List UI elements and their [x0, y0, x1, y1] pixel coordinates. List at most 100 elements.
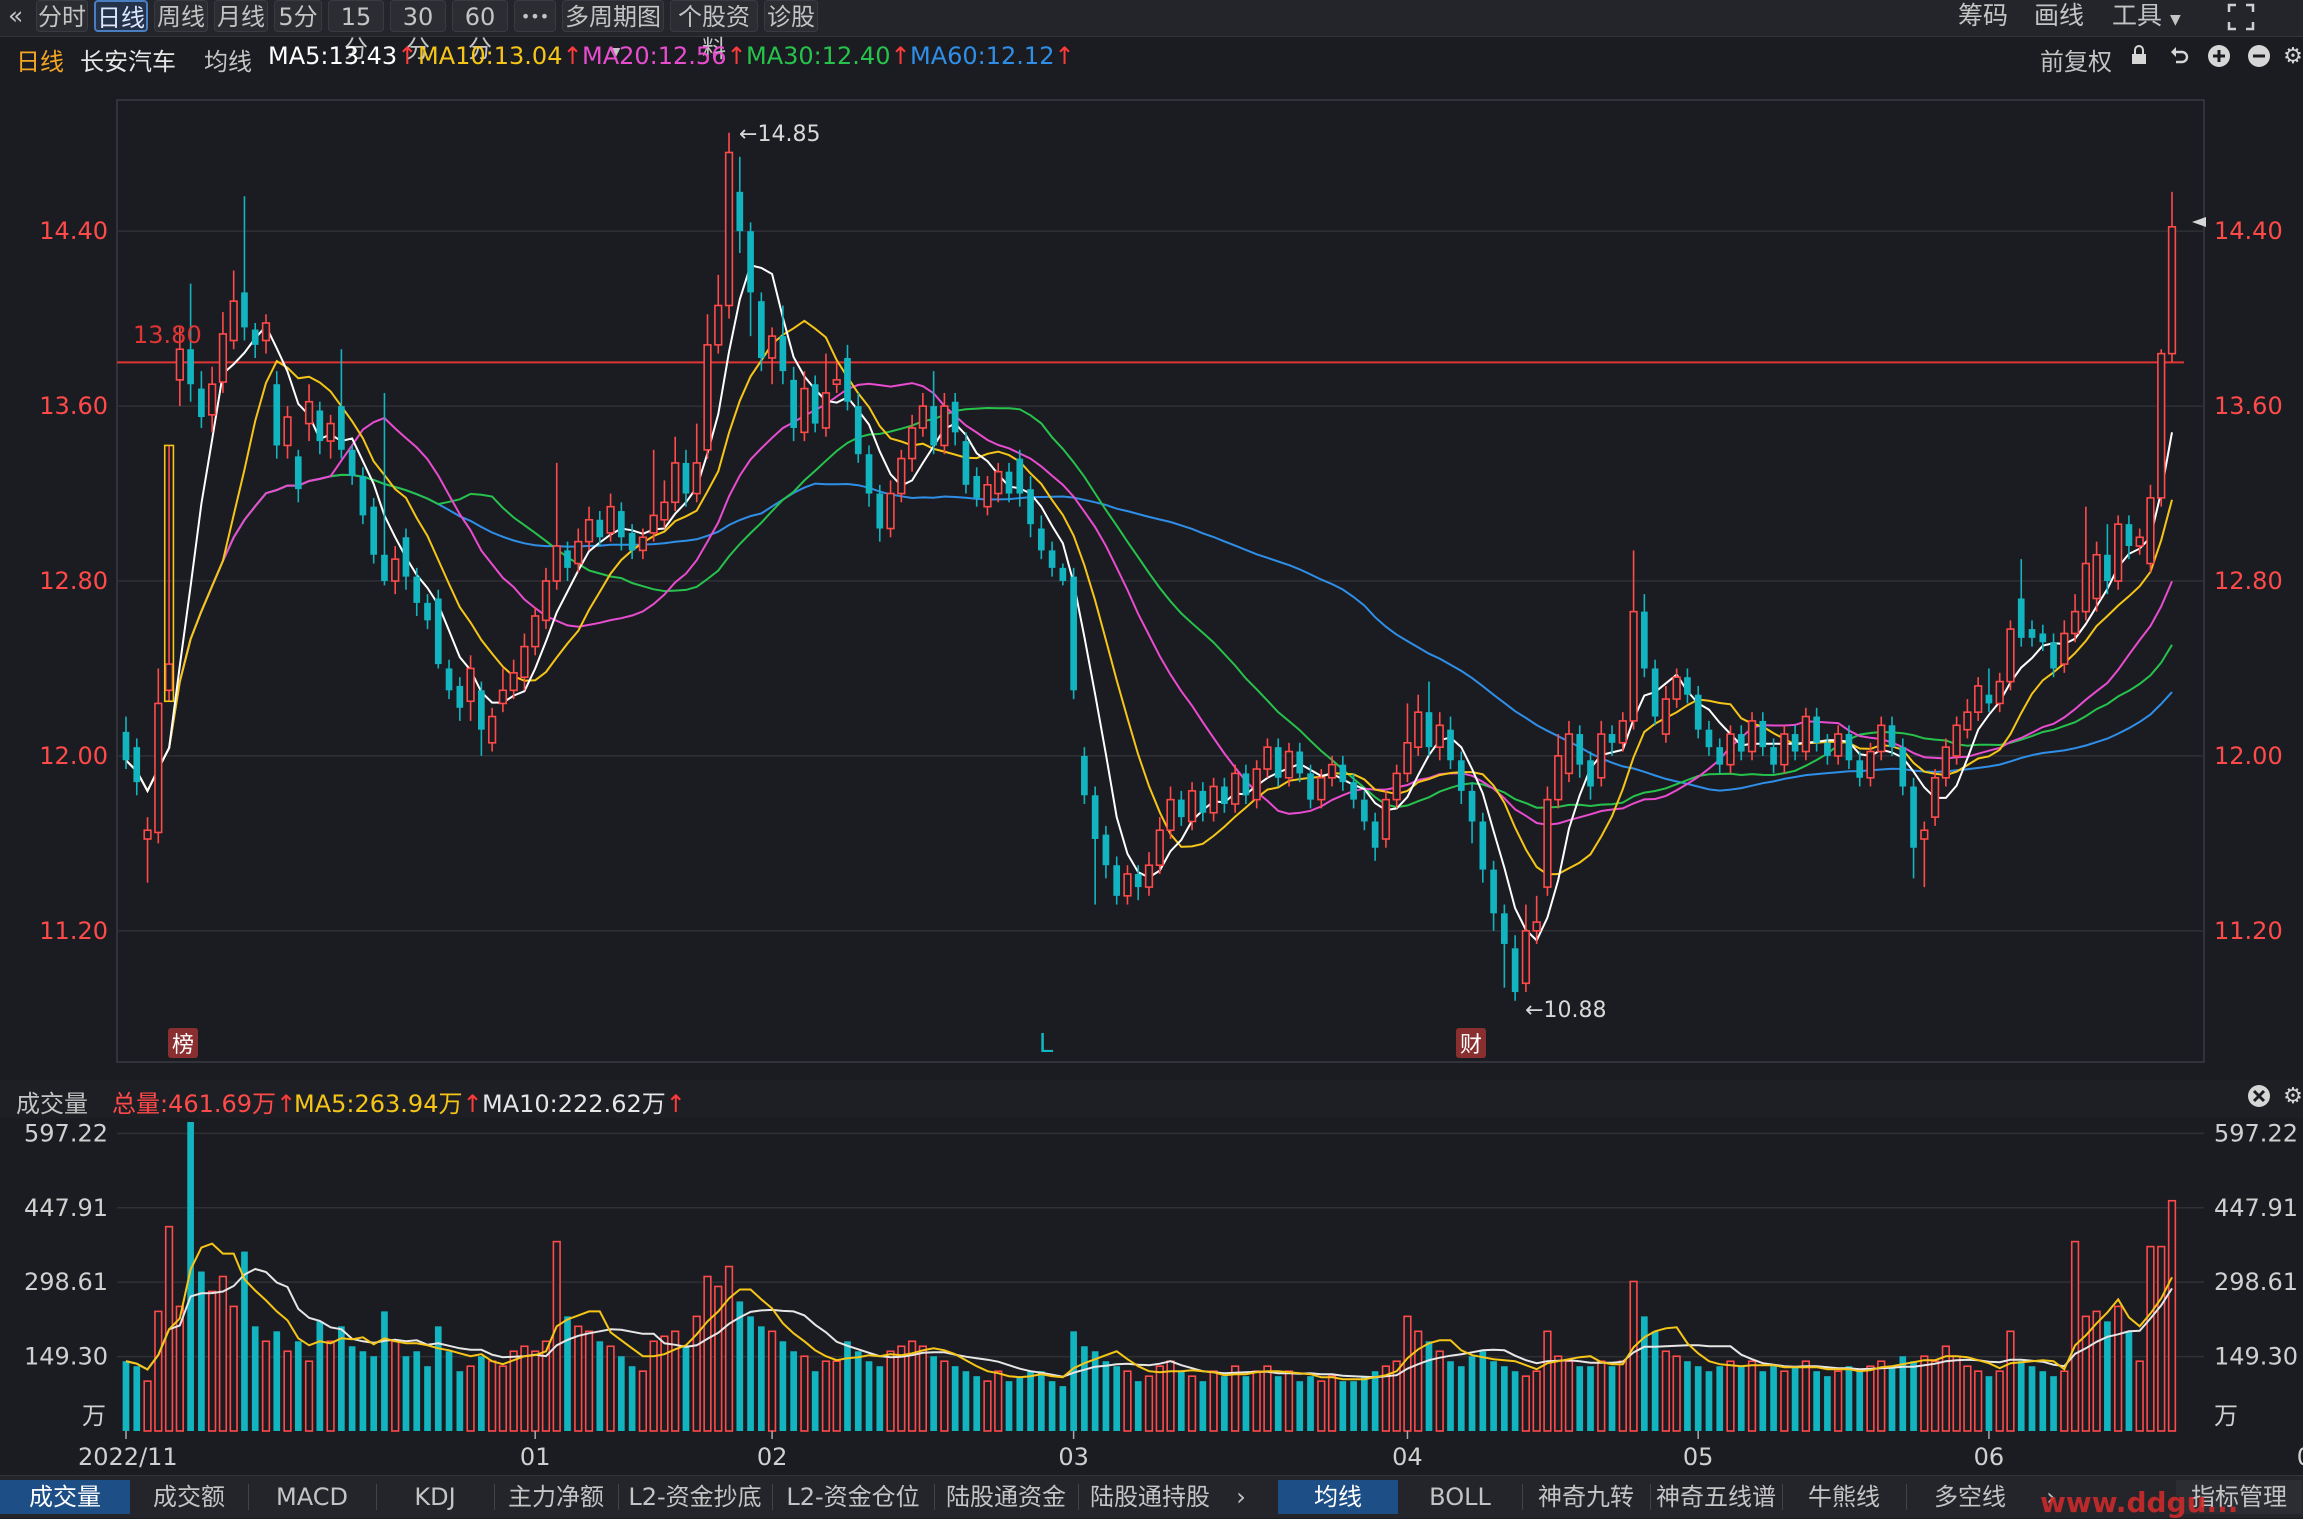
candle[interactable] — [844, 344, 851, 411]
candle[interactable] — [1447, 716, 1454, 770]
candle[interactable] — [1845, 725, 1853, 770]
candle[interactable] — [283, 406, 292, 459]
candle[interactable] — [2006, 620, 2015, 691]
candle[interactable] — [1479, 812, 1487, 883]
candle[interactable] — [1317, 769, 1326, 809]
candle[interactable] — [456, 677, 464, 721]
tab-monthly[interactable]: 月线 — [214, 0, 268, 32]
candle[interactable] — [983, 476, 992, 516]
candle[interactable] — [1361, 790, 1368, 831]
candle[interactable] — [1995, 672, 2004, 713]
candle[interactable] — [1543, 786, 1552, 896]
candle[interactable] — [1037, 515, 1045, 560]
gear-icon[interactable]: ⚙ — [2283, 44, 2303, 69]
candle[interactable] — [930, 371, 937, 455]
candle[interactable] — [1070, 567, 1077, 700]
candle[interactable] — [1144, 852, 1154, 896]
tab-weekly[interactable]: 周线 — [154, 0, 208, 32]
back-icon[interactable]: « — [8, 1, 24, 30]
candle[interactable] — [1123, 865, 1132, 905]
candle[interactable] — [951, 392, 959, 446]
candle[interactable] — [832, 362, 841, 393]
stock-name[interactable]: 长安汽车 — [80, 48, 176, 76]
candle[interactable] — [574, 528, 583, 573]
candle[interactable] — [1501, 904, 1508, 988]
zoom-in-icon[interactable] — [2206, 44, 2232, 70]
candle[interactable] — [907, 414, 917, 472]
candle[interactable] — [478, 681, 485, 756]
volume-title[interactable]: 成交量 — [16, 1090, 88, 1118]
candle[interactable] — [326, 414, 335, 459]
close-icon[interactable] — [2246, 1084, 2272, 1110]
event-marker-l[interactable]: L — [1039, 1029, 1054, 1059]
candle[interactable] — [2060, 620, 2069, 673]
candle[interactable] — [1252, 760, 1261, 809]
candle[interactable] — [962, 432, 970, 494]
candle[interactable] — [1801, 707, 1811, 761]
candle[interactable] — [1824, 734, 1831, 765]
candle[interactable] — [1629, 550, 1638, 730]
tab-hk-connect-holdings[interactable]: 陆股通持股 — [1090, 1483, 1210, 1511]
candle[interactable] — [1899, 738, 1907, 796]
candle[interactable] — [164, 445, 174, 702]
candle[interactable] — [682, 449, 690, 507]
candle[interactable] — [2125, 515, 2133, 560]
candle[interactable] — [424, 594, 431, 630]
candle[interactable] — [1952, 716, 1961, 765]
candle[interactable] — [1930, 769, 1940, 826]
candle[interactable] — [466, 655, 475, 721]
tab-60min[interactable]: 60分 — [452, 0, 508, 63]
candle[interactable] — [1985, 668, 1993, 713]
undo-icon[interactable] — [2166, 44, 2192, 70]
candle[interactable] — [2028, 620, 2036, 647]
candle[interactable] — [2135, 528, 2144, 555]
stock-info-button[interactable]: 个股资料 — [670, 0, 758, 63]
candle[interactable] — [218, 312, 228, 393]
lock-icon[interactable] — [2126, 44, 2152, 70]
candle[interactable] — [552, 462, 561, 590]
tab-magic-five-lines[interactable]: 神奇五线谱 — [1656, 1483, 1776, 1511]
tab-boll[interactable]: BOLL — [1429, 1483, 1491, 1511]
candle[interactable] — [1684, 668, 1691, 704]
candle[interactable] — [821, 353, 831, 437]
candle[interactable] — [1263, 738, 1272, 778]
candle[interactable] — [2104, 524, 2111, 595]
candle[interactable] — [316, 401, 324, 455]
candle[interactable] — [1027, 476, 1034, 538]
candle[interactable] — [1468, 782, 1476, 844]
fullscreen-icon[interactable] — [2226, 0, 2256, 32]
zoom-out-icon[interactable] — [2246, 44, 2272, 70]
candle[interactable] — [273, 371, 281, 459]
candle[interactable] — [1521, 904, 1531, 993]
candlestick-chart[interactable]: 11.20 11.20 12.00 12.00 12.80 12.80 13.60 13.60… — [0, 78, 2303, 1078]
candle[interactable] — [1661, 685, 1671, 743]
candle[interactable] — [897, 449, 906, 503]
candle[interactable] — [1209, 777, 1218, 822]
candle[interactable] — [229, 270, 238, 350]
candle[interactable] — [1199, 782, 1207, 822]
candle[interactable] — [1048, 541, 1056, 577]
candle[interactable] — [1554, 734, 1563, 809]
candle[interactable] — [724, 132, 734, 319]
candle[interactable] — [261, 314, 271, 354]
tab-l2-position[interactable]: L2-资金仓位 — [786, 1483, 920, 1511]
candle[interactable] — [757, 292, 765, 372]
candle[interactable] — [1941, 738, 1951, 787]
candle[interactable] — [1834, 725, 1843, 765]
candle[interactable] — [1155, 817, 1164, 874]
candle[interactable] — [251, 323, 259, 358]
tab-volume[interactable]: 成交量 — [0, 1480, 130, 1514]
candle[interactable] — [1910, 777, 1917, 879]
event-marker-bang[interactable]: 榜 — [168, 1028, 198, 1058]
candle[interactable] — [854, 392, 862, 463]
more-button[interactable]: ••• — [514, 0, 556, 32]
tab-kdj[interactable]: KDJ — [414, 1483, 456, 1511]
candle[interactable] — [1177, 790, 1185, 826]
candle[interactable] — [2017, 559, 2025, 647]
candle[interactable] — [628, 524, 636, 560]
candle[interactable] — [1618, 712, 1627, 752]
candle[interactable] — [1059, 563, 1067, 586]
tab-l2-bottom[interactable]: L2-资金抄底 — [628, 1483, 762, 1511]
candle[interactable] — [767, 327, 777, 385]
candle[interactable] — [1726, 725, 1735, 774]
